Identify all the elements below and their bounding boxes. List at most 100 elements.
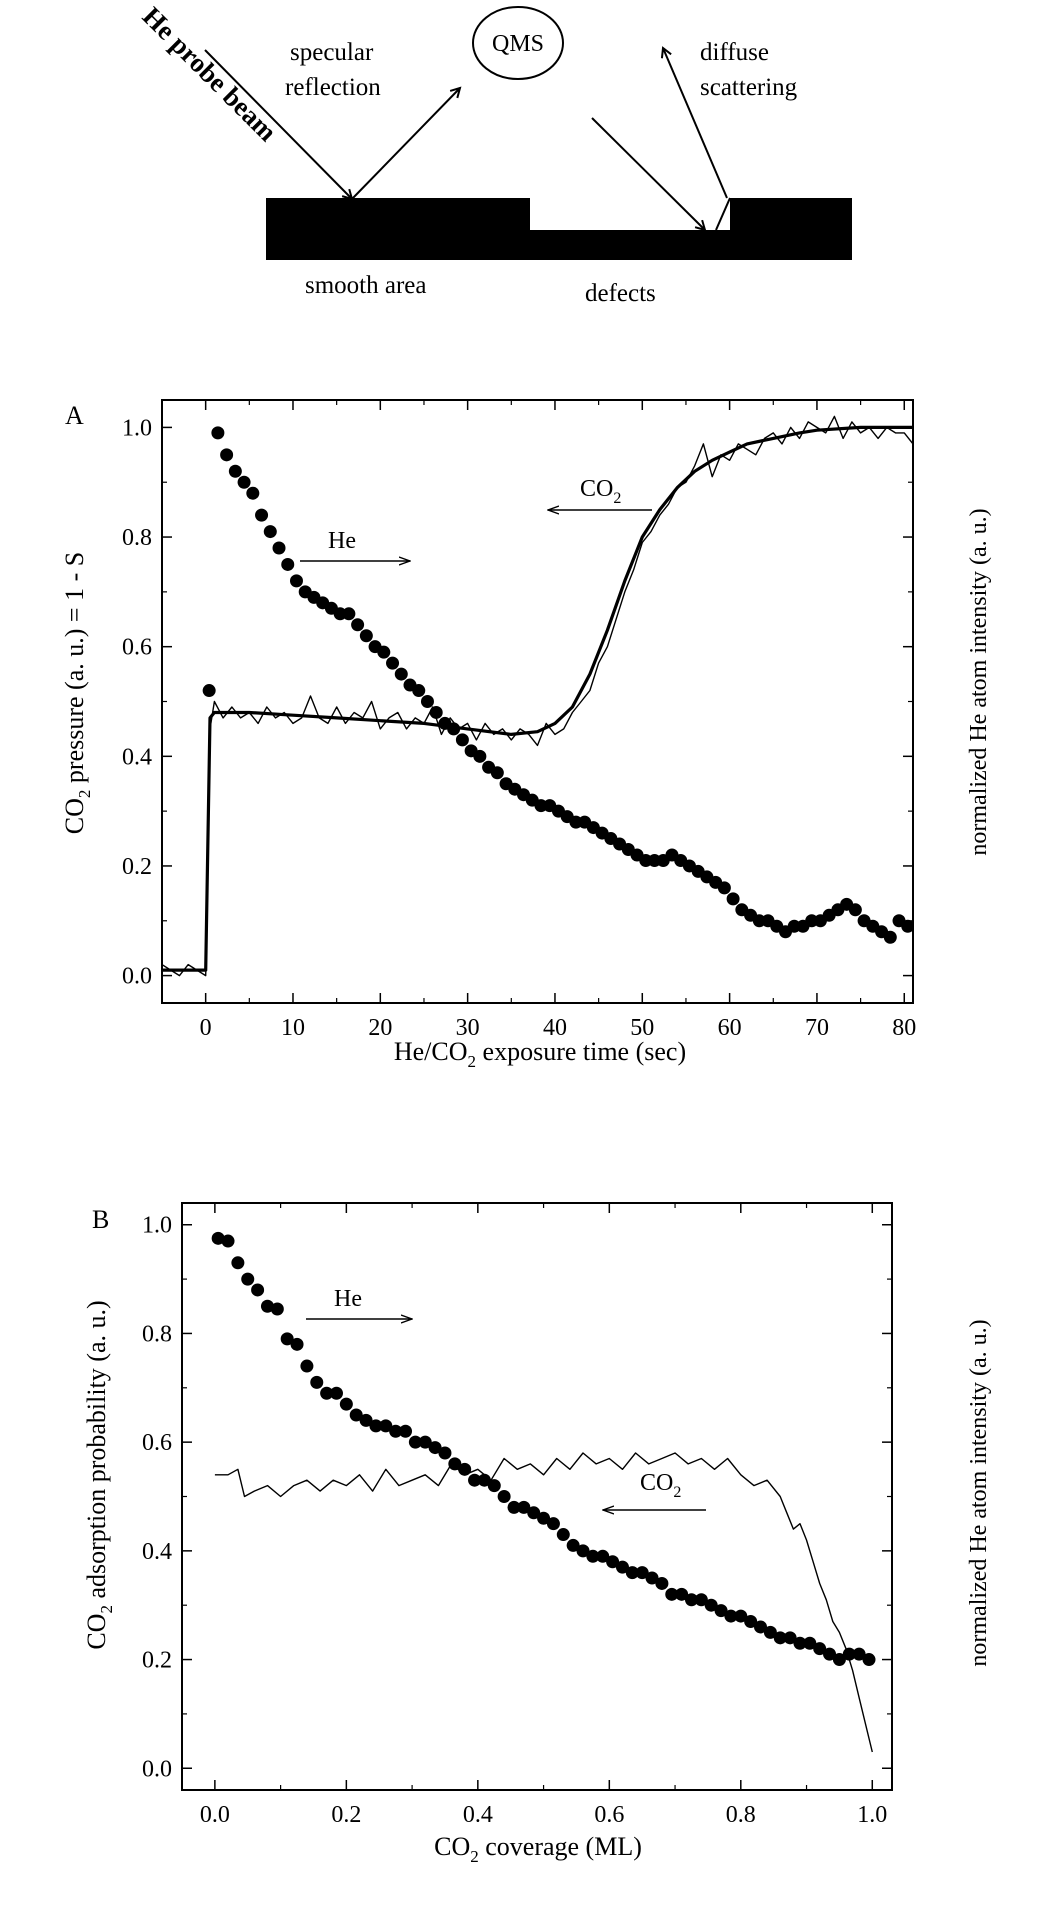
panel-b-he-point [379, 1419, 393, 1433]
panel-b-he-point [280, 1332, 294, 1346]
panel-b-he-point [586, 1549, 600, 1563]
panel-b-y-tick-label: 1.0 [142, 1213, 172, 1239]
panel-a-he-point [255, 508, 269, 522]
panel-a-he-point [281, 557, 295, 571]
defect-pit-floor [530, 230, 730, 260]
panel-a-he-point [901, 919, 913, 933]
panel-a-he-point [386, 656, 400, 670]
smooth-surface-block [266, 198, 530, 260]
panel-b-co2-annotation: CO2 [640, 1470, 681, 1501]
panel-b-he-point [507, 1500, 521, 1514]
smooth-area-label: smooth area [305, 272, 426, 299]
panel-a-x-tick-label: 40 [543, 1015, 567, 1041]
panel-a-y-axis-title: CO2 pressure (a. u.) = 1 - S [60, 552, 94, 834]
panel-a-he-point [883, 930, 897, 944]
panel-b-he-point [389, 1424, 403, 1438]
panel-a-label: A [65, 401, 84, 430]
panel-b-he-point [537, 1511, 551, 1525]
panel-a-x-axis-title: He/CO2 exposure time (sec) [394, 1037, 686, 1071]
panel-a-co2-line [162, 415, 913, 977]
panel-b-he-point [468, 1473, 482, 1487]
panel-b-he-point [329, 1386, 343, 1400]
panel-b-he-point [744, 1615, 758, 1629]
panel-b-he-point [221, 1234, 235, 1248]
panel-b-he-point [823, 1647, 837, 1661]
panel-b-he-point [438, 1446, 452, 1460]
panel-b-he-point [625, 1566, 639, 1580]
panel-b-he-point [458, 1462, 472, 1476]
panel-b-he-point [270, 1302, 284, 1316]
panel-a-he-point [377, 645, 391, 659]
panel-b-series-layer [211, 1231, 876, 1753]
specular-label-2: reflection [285, 74, 381, 101]
panel-b-plot-area: 0.0 0.2 0.4 0.6 0.8 1.0 0.0 0.2 0.4 0.6 0.8 1.0 [142, 1202, 893, 1828]
panel-b-x-tick-label: 0.6 [594, 1802, 624, 1828]
diffuse-label-2: scattering [700, 74, 798, 101]
panel-b-x-tick-label: 0.8 [726, 1802, 756, 1828]
panel-b-he-point [310, 1375, 324, 1389]
panel-b-frame [181, 1202, 893, 1791]
defects-label: defects [585, 280, 656, 307]
panel-b-co2-line [214, 1452, 873, 1753]
panel-b-y-tick-label: 0.0 [142, 1756, 172, 1782]
panel-b-he-point [793, 1636, 807, 1650]
panel-b-he-point [320, 1386, 334, 1400]
panel-a-he-point [211, 426, 225, 440]
panel-a-he-point [420, 695, 434, 708]
panel-b-he-point [251, 1283, 265, 1297]
panel-a-he-annotation: He [328, 528, 356, 554]
panel-a-frame [161, 399, 914, 1004]
panel-b-he-point [783, 1631, 797, 1645]
defect-incident-arrow [591, 117, 705, 230]
panel-b-he-point [418, 1435, 432, 1449]
panel-b-he-point [655, 1576, 669, 1590]
panel-b-right-axis-title: normalized He atom intensity (a. u.) [966, 1319, 992, 1666]
panel-a-he-point [237, 475, 251, 489]
panel-b-he-point [399, 1424, 413, 1438]
panel-b-he-point [803, 1636, 817, 1650]
panel-a-co2-annotation: CO2 [580, 476, 621, 507]
diffuse-scattering-arrow [663, 48, 728, 199]
panel-b-he-point [862, 1653, 876, 1667]
panel-a-he-point [246, 486, 260, 500]
panel-b-he-point [241, 1272, 255, 1286]
panel-b-he-point [694, 1593, 708, 1607]
panel-b-he-point [517, 1500, 531, 1514]
panel-a-he-point [228, 464, 242, 478]
panel-b-he-point [596, 1549, 610, 1563]
panel-b-he-point [211, 1231, 225, 1245]
panel-a-x-tick-label: 0 [200, 1015, 212, 1041]
panel-a-co2-fit-line [162, 425, 913, 972]
panel-a-series-layer [162, 415, 913, 977]
panel-a-he-point [202, 684, 216, 698]
right-surface-block [730, 198, 852, 260]
panel-b-label: B [92, 1205, 109, 1234]
panel-b-he-point [645, 1571, 659, 1585]
panel-b-he-point [359, 1413, 373, 1427]
panel-a-he-point [263, 525, 277, 539]
specular-label-1: specular [290, 39, 374, 66]
panel-a-he-point [351, 618, 365, 632]
panel-a-y-tick-label: 0.8 [122, 525, 152, 551]
specular-reflection-arrow [351, 88, 460, 200]
panel-b-he-point [428, 1441, 442, 1455]
panel-b-he-point [300, 1359, 314, 1373]
panel-a-x-tick-label: 80 [892, 1015, 916, 1041]
panel-b-he-point [556, 1528, 570, 1542]
panel-a-y-tick-label: 0.2 [122, 854, 152, 880]
panel-a-plot-area: 0 10 20 30 40 50 60 70 80 0.0 0.2 0.4 0.6 0.8 1.0 [122, 399, 916, 1041]
panel-b-he-point [290, 1337, 304, 1351]
panel-a-y-tick-label: 1.0 [122, 415, 152, 441]
panel-b-he-point [665, 1587, 679, 1601]
panel-a-he-point [473, 749, 487, 763]
panel-b-y-tick-label: 0.8 [142, 1321, 172, 1347]
panel-a-he-point [726, 892, 740, 906]
panel-b-he-point [231, 1256, 245, 1270]
panel-b-he-point [852, 1647, 866, 1661]
panel-a-he-point [394, 667, 408, 681]
panel-b-x-tick-label: 0.4 [463, 1802, 493, 1828]
qms-detector-icon [472, 6, 564, 80]
panel-b-x-axis-title: CO2 coverage (ML) [434, 1832, 642, 1866]
panel-b-he-point [566, 1538, 580, 1552]
